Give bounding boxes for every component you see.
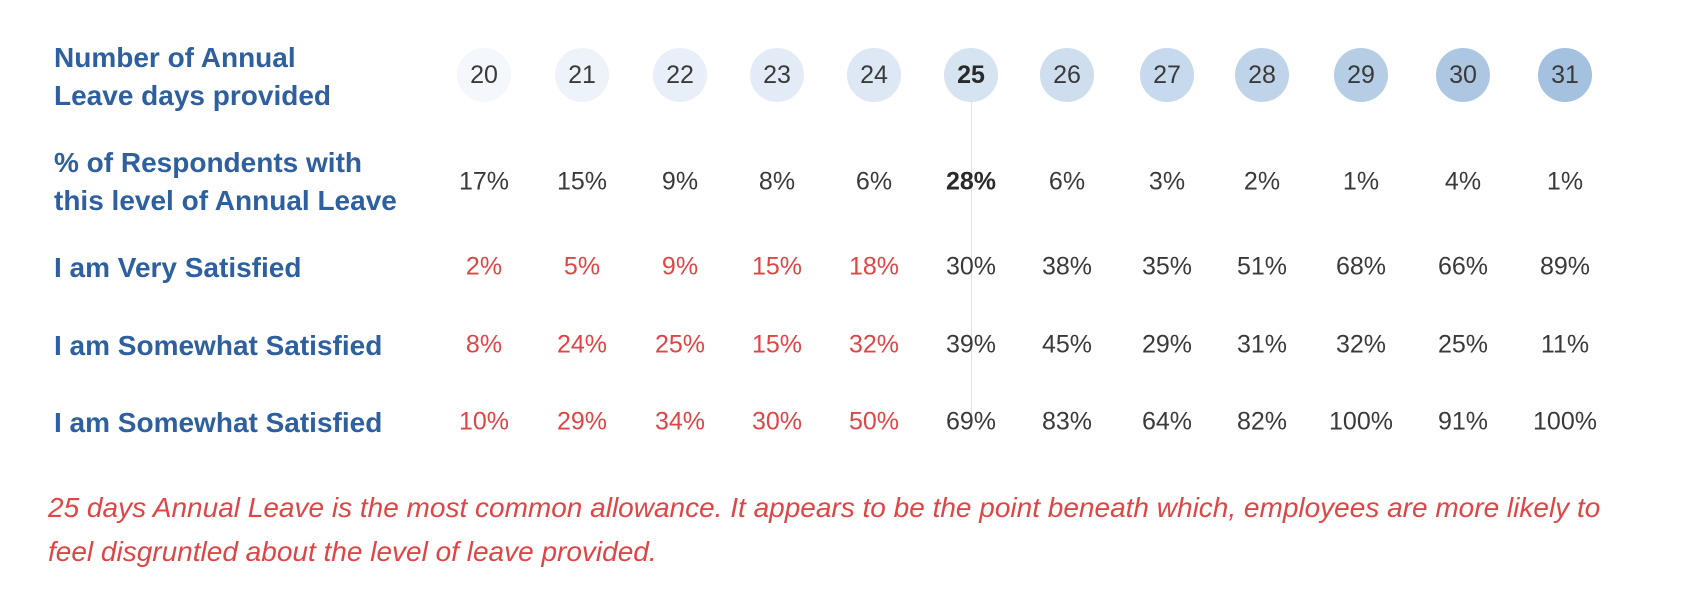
respondents-cell-8: 2% — [1243, 167, 1281, 196]
total-cell-9: 100% — [1329, 407, 1393, 436]
very-cell-0: 2% — [465, 252, 503, 281]
respondents-cell-4: 6% — [855, 167, 893, 196]
very-cell-10: 66% — [1437, 252, 1489, 281]
days-circle-0: 20 — [457, 48, 511, 102]
total-cell-4: 50% — [848, 407, 900, 436]
row-label-very-satisfied: I am Very Satisfied — [54, 252, 302, 283]
very-cell-7: 35% — [1141, 252, 1193, 281]
somewhat-cell-10: 25% — [1437, 330, 1489, 359]
total-cell-8: 82% — [1236, 407, 1288, 436]
total-cell-11: 100% — [1533, 407, 1597, 436]
very-cell-2: 9% — [661, 252, 699, 281]
row-label-respondents: % of Respondents with this level of Annu… — [54, 147, 397, 216]
respondents-cell-1: 15% — [556, 167, 608, 196]
respondents-cell-0: 17% — [458, 167, 510, 196]
somewhat-cell-8: 31% — [1236, 330, 1288, 359]
respondents-cell-10: 4% — [1444, 167, 1482, 196]
footnote: 25 days Annual Leave is the most common … — [48, 492, 1601, 567]
row-label-somewhat-satisfied: I am Somewhat Satisfied — [54, 330, 383, 361]
days-circle-3: 23 — [750, 48, 804, 102]
respondents-cell-5: 28% — [945, 167, 997, 196]
total-cell-3: 30% — [751, 407, 803, 436]
very-cell-5: 30% — [945, 252, 997, 281]
days-circle-11: 31 — [1538, 48, 1592, 102]
respondents-cell-3: 8% — [758, 167, 796, 196]
very-cell-4: 18% — [848, 252, 900, 281]
very-cell-8: 51% — [1236, 252, 1288, 281]
days-circle-9: 29 — [1334, 48, 1388, 102]
very-cell-1: 5% — [563, 252, 601, 281]
somewhat-cell-6: 45% — [1041, 330, 1093, 359]
total-cell-7: 64% — [1141, 407, 1193, 436]
somewhat-cell-0: 8% — [465, 330, 503, 359]
somewhat-cell-1: 24% — [556, 330, 608, 359]
days-circle-6: 26 — [1040, 48, 1094, 102]
respondents-cell-6: 6% — [1048, 167, 1086, 196]
total-cell-6: 83% — [1041, 407, 1093, 436]
total-cell-5: 69% — [945, 407, 997, 436]
days-circle-7: 27 — [1140, 48, 1194, 102]
somewhat-cell-5: 39% — [945, 330, 997, 359]
total-cell-2: 34% — [654, 407, 706, 436]
somewhat-cell-9: 32% — [1335, 330, 1387, 359]
days-circle-8: 28 — [1235, 48, 1289, 102]
days-circle-2: 22 — [653, 48, 707, 102]
threshold-divider — [971, 100, 972, 420]
respondents-cell-7: 3% — [1148, 167, 1186, 196]
somewhat-cell-11: 11% — [1540, 330, 1590, 359]
total-cell-1: 29% — [556, 407, 608, 436]
somewhat-cell-4: 32% — [848, 330, 900, 359]
very-cell-11: 89% — [1539, 252, 1591, 281]
respondents-cell-9: 1% — [1342, 167, 1380, 196]
days-circle-1: 21 — [555, 48, 609, 102]
somewhat-cell-3: 15% — [751, 330, 803, 359]
total-cell-10: 91% — [1437, 407, 1489, 436]
days-circle-10: 30 — [1436, 48, 1490, 102]
somewhat-cell-7: 29% — [1141, 330, 1193, 359]
very-cell-3: 15% — [751, 252, 803, 281]
respondents-cell-2: 9% — [661, 167, 699, 196]
days-circle-4: 24 — [847, 48, 901, 102]
total-cell-0: 10% — [458, 407, 510, 436]
row-label-combined-satisfied: I am Somewhat Satisfied — [54, 407, 383, 438]
very-cell-6: 38% — [1041, 252, 1093, 281]
respondents-cell-11: 1% — [1546, 167, 1584, 196]
somewhat-cell-2: 25% — [654, 330, 706, 359]
very-cell-9: 68% — [1335, 252, 1387, 281]
days-circle-5: 25 — [944, 48, 998, 102]
row-label-days: Number of Annual Leave days provided — [54, 42, 332, 111]
